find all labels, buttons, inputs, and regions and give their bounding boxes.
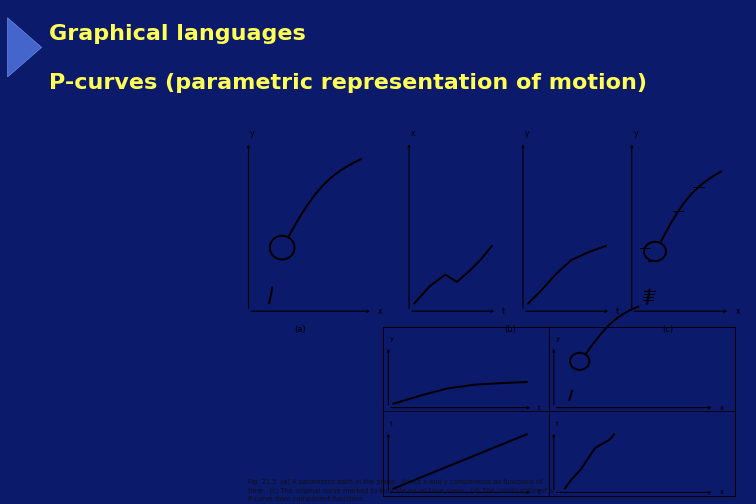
Polygon shape	[8, 18, 42, 77]
Text: y: y	[556, 336, 559, 342]
Text: Graphical languages: Graphical languages	[49, 24, 306, 44]
Text: y: y	[250, 129, 255, 138]
Text: P-curves (parametric representation of motion): P-curves (parametric representation of m…	[49, 74, 647, 93]
Text: (c): (c)	[662, 326, 674, 335]
Text: y: y	[525, 129, 529, 138]
Text: x: x	[736, 307, 740, 316]
Text: t: t	[538, 405, 541, 411]
Text: Fig. 21.5  (a) A parametric path in the plane.  (b) Its x and y components as fu: Fig. 21.5 (a) A parametric path in the p…	[249, 478, 553, 502]
Text: y: y	[390, 336, 394, 342]
Text: x: x	[378, 307, 383, 316]
Text: x: x	[720, 489, 724, 495]
Text: x: x	[720, 405, 724, 411]
Text: x: x	[411, 129, 415, 138]
Text: t: t	[390, 421, 392, 427]
Bar	[383, 327, 736, 496]
Text: t: t	[556, 421, 558, 427]
Text: y: y	[634, 129, 638, 138]
Text: t: t	[616, 307, 619, 316]
Text: (a): (a)	[295, 326, 306, 335]
Text: t: t	[502, 307, 505, 316]
Text: (b): (b)	[504, 326, 516, 335]
Text: t: t	[538, 489, 541, 495]
